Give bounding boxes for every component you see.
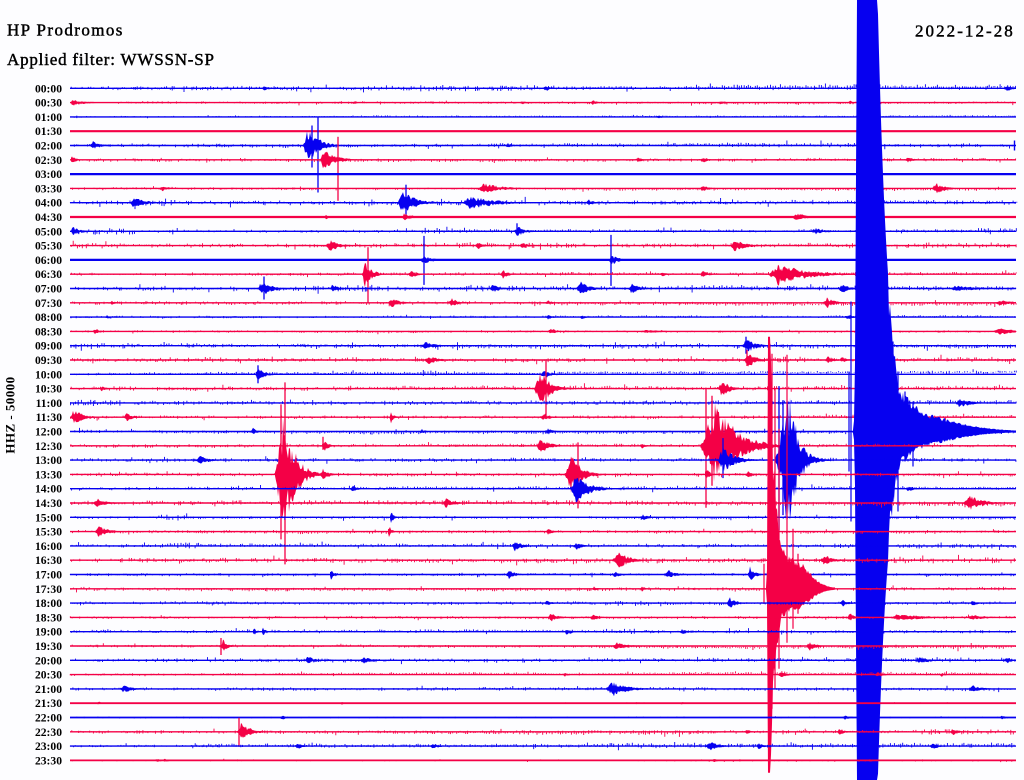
svg-text:00:30: 00:30 — [35, 97, 62, 110]
svg-text:06:30: 06:30 — [35, 268, 62, 281]
svg-text:16:30: 16:30 — [35, 554, 62, 567]
svg-text:13:00: 13:00 — [35, 454, 62, 467]
svg-text:23:00: 23:00 — [35, 740, 62, 753]
svg-text:12:30: 12:30 — [35, 440, 62, 453]
svg-text:11:00: 11:00 — [36, 397, 63, 410]
svg-text:01:30: 01:30 — [35, 125, 62, 138]
svg-text:07:30: 07:30 — [35, 297, 62, 310]
svg-text:04:00: 04:00 — [35, 197, 62, 210]
svg-text:09:30: 09:30 — [35, 354, 62, 367]
svg-text:18:00: 18:00 — [35, 597, 62, 610]
svg-text:06:00: 06:00 — [35, 254, 62, 267]
svg-text:03:00: 03:00 — [35, 168, 62, 181]
svg-text:07:00: 07:00 — [35, 283, 62, 296]
svg-text:11:30: 11:30 — [36, 411, 63, 424]
svg-text:2022-12-28: 2022-12-28 — [915, 22, 1015, 41]
svg-text:15:30: 15:30 — [35, 526, 62, 539]
svg-text:19:30: 19:30 — [35, 640, 62, 653]
svg-text:22:30: 22:30 — [35, 726, 62, 739]
svg-text:23:30: 23:30 — [35, 754, 62, 767]
svg-text:08:00: 08:00 — [35, 311, 62, 324]
svg-text:17:00: 17:00 — [35, 569, 62, 582]
svg-text:08:30: 08:30 — [35, 325, 62, 338]
svg-text:03:30: 03:30 — [35, 182, 62, 195]
svg-text:15:00: 15:00 — [35, 511, 62, 524]
svg-text:09:00: 09:00 — [35, 340, 62, 353]
svg-text:Applied filter: WWSSN-SP: Applied filter: WWSSN-SP — [7, 50, 215, 69]
svg-text:10:00: 10:00 — [35, 368, 62, 381]
svg-text:HP Prodromos: HP Prodromos — [7, 21, 124, 40]
svg-text:14:30: 14:30 — [35, 497, 62, 510]
svg-text:02:00: 02:00 — [35, 140, 62, 153]
svg-text:01:00: 01:00 — [35, 111, 62, 124]
svg-text:02:30: 02:30 — [35, 154, 62, 167]
svg-text:20:30: 20:30 — [35, 669, 62, 682]
svg-text:14:00: 14:00 — [35, 483, 62, 496]
svg-text:00:00: 00:00 — [35, 82, 62, 95]
svg-text:05:00: 05:00 — [35, 225, 62, 238]
svg-text:04:30: 04:30 — [35, 211, 62, 224]
svg-text:19:00: 19:00 — [35, 626, 62, 639]
svg-text:16:00: 16:00 — [35, 540, 62, 553]
svg-text:20:00: 20:00 — [35, 654, 62, 667]
svg-text:12:00: 12:00 — [35, 426, 62, 439]
svg-text:21:30: 21:30 — [35, 697, 62, 710]
svg-text:HHZ - 50000: HHZ - 50000 — [3, 376, 18, 453]
svg-text:17:30: 17:30 — [35, 583, 62, 596]
svg-text:13:30: 13:30 — [35, 468, 62, 481]
svg-text:05:30: 05:30 — [35, 240, 62, 253]
svg-text:21:00: 21:00 — [35, 683, 62, 696]
svg-text:10:30: 10:30 — [35, 383, 62, 396]
svg-text:22:00: 22:00 — [35, 712, 62, 725]
svg-text:18:30: 18:30 — [35, 611, 62, 624]
